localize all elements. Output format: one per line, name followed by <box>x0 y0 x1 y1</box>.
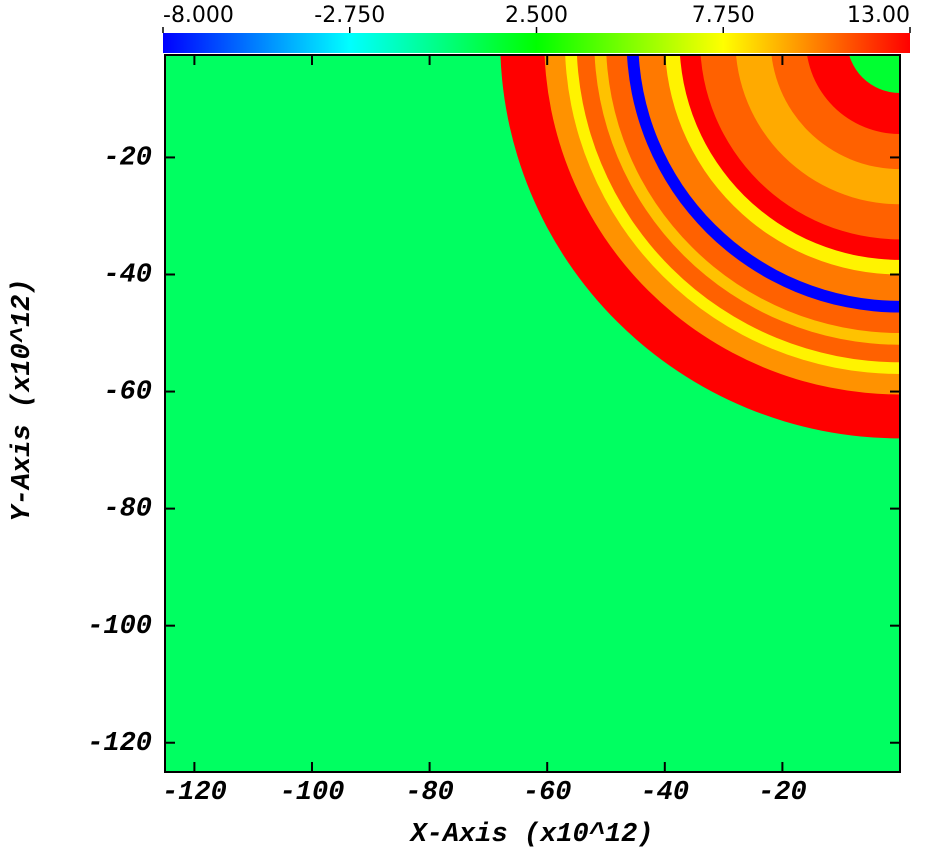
x-tick-label: -60 <box>523 778 572 808</box>
colorbar-tick-label: 2.500 <box>505 3 568 28</box>
colorbar <box>163 33 910 53</box>
y-tick-label: -100 <box>87 612 152 642</box>
y-tick-label: -80 <box>103 495 152 525</box>
colorbar-tick-label: -8.000 <box>163 3 234 28</box>
colorbar-tick-label: 7.750 <box>692 3 755 28</box>
x-axis-title: X-Axis (x10^12) <box>408 820 653 850</box>
x-tick-label: -120 <box>162 778 227 808</box>
y-tick-label: -20 <box>103 144 152 174</box>
plot-frame <box>164 54 901 773</box>
y-tick-label: -60 <box>103 378 152 408</box>
field <box>165 55 900 772</box>
y-tick-label: -120 <box>87 729 152 759</box>
colorbar-tick-label: -2.750 <box>314 3 385 28</box>
x-tick-label: -80 <box>405 778 454 808</box>
x-tick-label: -100 <box>280 778 345 808</box>
x-tick-label: -20 <box>758 778 807 808</box>
ring <box>849 55 900 94</box>
colorbar-tick-label: 13.00 <box>847 3 910 28</box>
y-tick-label: -40 <box>103 261 152 291</box>
x-tick-label: -40 <box>640 778 689 808</box>
y-axis-title: Y-Axis (x10^12) <box>8 278 38 521</box>
